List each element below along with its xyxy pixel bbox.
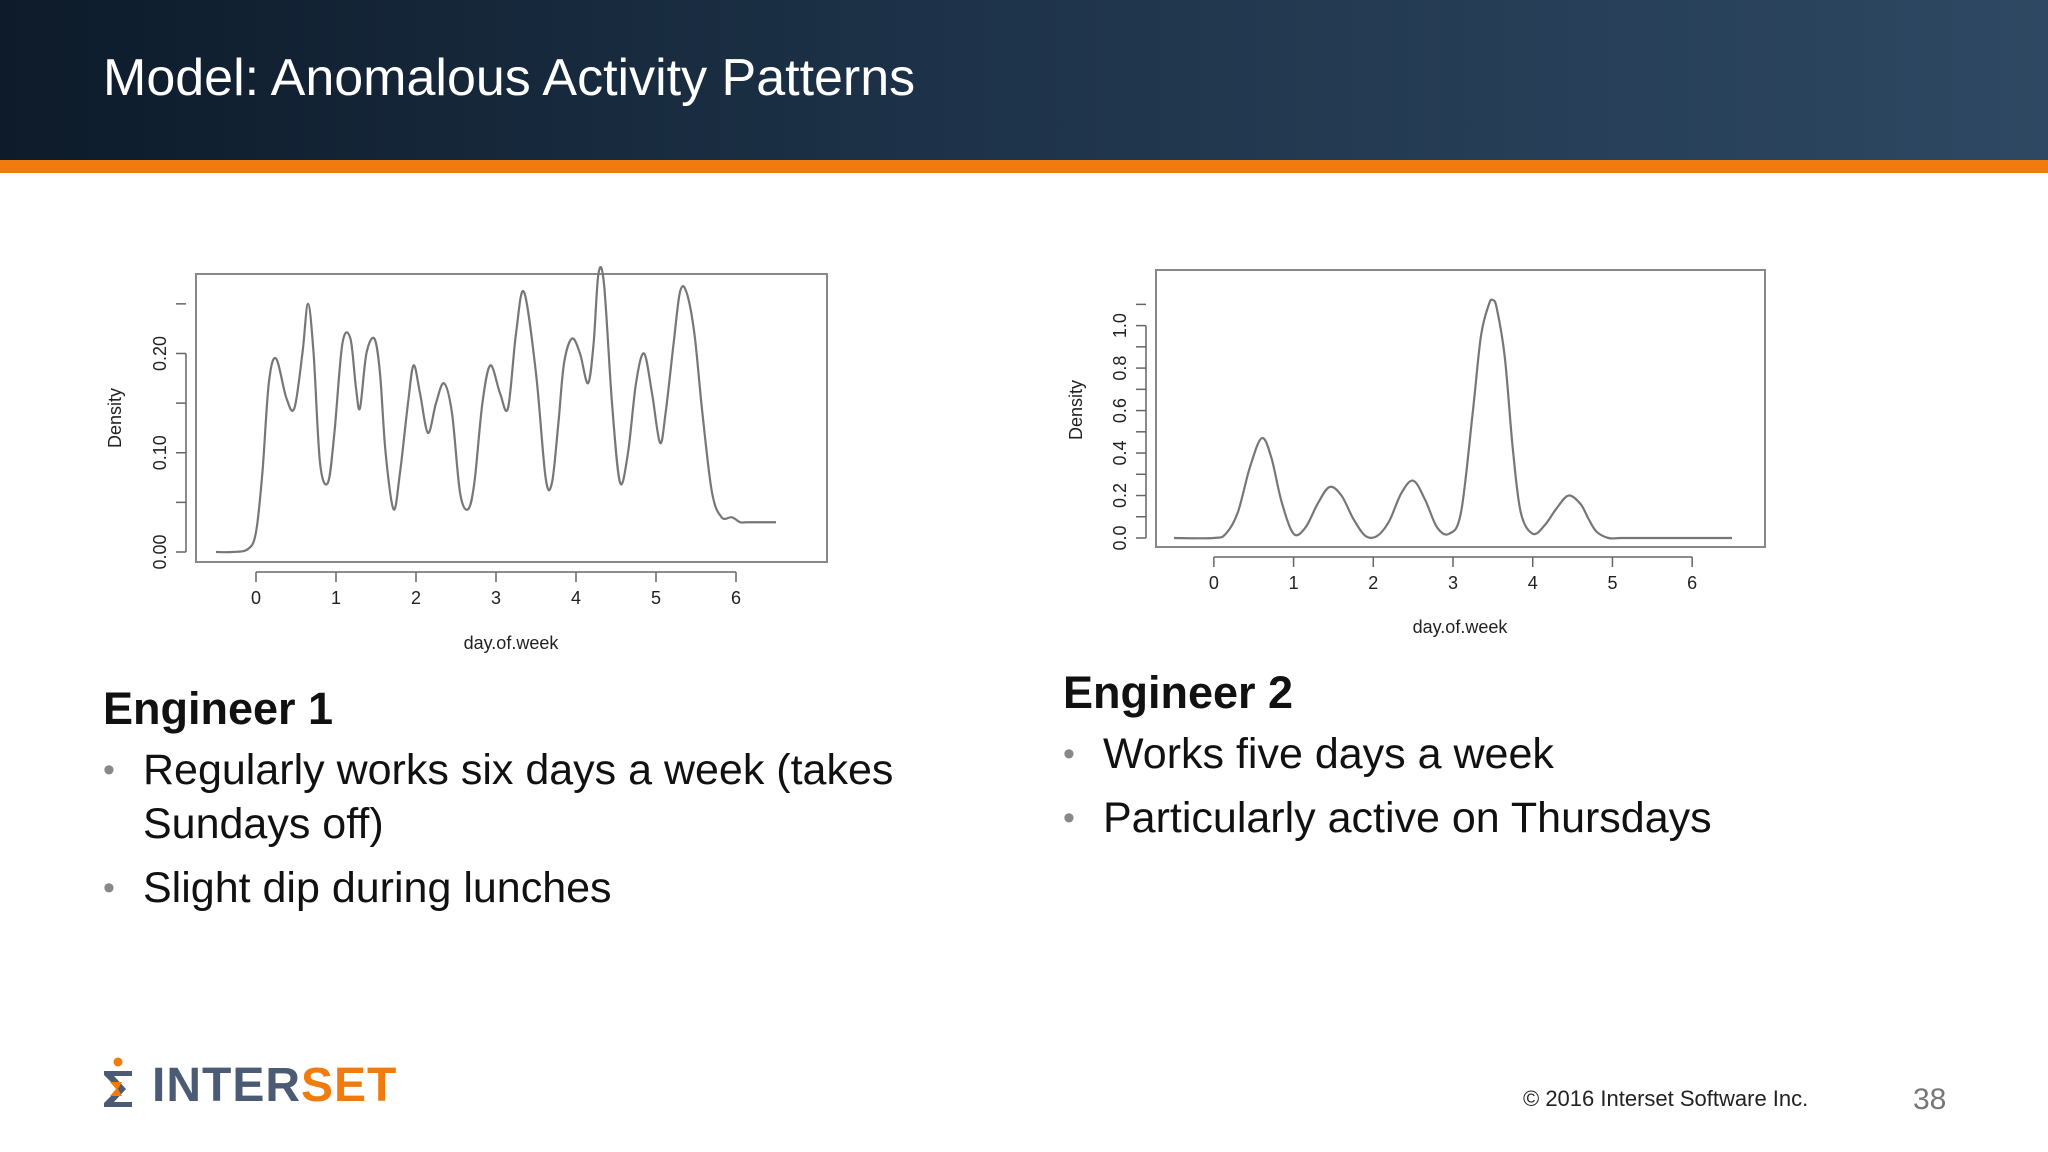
x-tick-label: 3 (491, 588, 501, 608)
y-tick-label: 0.8 (1110, 356, 1130, 381)
interset-logo: INTERSET (100, 1055, 397, 1115)
y-tick-label: 0.20 (150, 336, 170, 371)
density-line (215, 266, 776, 554)
engineer2-density-chart: 0 1 2 3 4 5 6 0.0 0.2 0.4 0.6 0.8 1.0 day.of.week D… (1066, 269, 1766, 637)
slide-title: Model: Anomalous Activity Patterns (103, 49, 916, 107)
x-tick-label: 3 (1448, 573, 1458, 593)
bullet-dot-icon: • (1063, 799, 1075, 837)
interset-logo-icon (104, 1057, 132, 1107)
y-axis: 0.00 0.10 0.20 (150, 303, 187, 570)
bullet-dot-icon: • (103, 751, 115, 789)
x-axis-label: day.of.week (464, 633, 560, 653)
engineer1-density-chart: 0 1 2 3 4 5 6 0.00 0.10 0.20 day.of.week Density (105, 266, 828, 653)
y-axis: 0.0 0.2 0.4 0.6 0.8 1.0 (1110, 303, 1147, 551)
plot-frame (1155, 269, 1766, 548)
y-tick-label: 0.6 (1110, 398, 1130, 423)
bullet-dot-icon: • (103, 869, 115, 907)
page-number: 38 (1913, 1083, 1947, 1116)
x-axis: 0 1 2 3 4 5 6 (251, 571, 741, 608)
density-line (1173, 298, 1733, 540)
x-axis: 0 1 2 3 4 5 6 (1209, 556, 1697, 593)
x-tick-label: 1 (331, 588, 341, 608)
x-tick-label: 4 (571, 588, 581, 608)
y-axis-label: Density (1066, 380, 1086, 440)
x-axis-label: day.of.week (1413, 617, 1509, 637)
x-tick-label: 6 (1687, 573, 1697, 593)
header-accent-bar (0, 160, 2048, 173)
engineer1-bullet: • Slight dip during lunches (103, 861, 1003, 915)
engineer2-notes: Engineer 2 • Works five days a week • Part… (1063, 667, 1963, 855)
x-tick-label: 4 (1528, 573, 1538, 593)
bullet-dot-icon: • (1063, 735, 1075, 773)
copyright-text: © 2016 Interset Software Inc. (1523, 1086, 1809, 1111)
engineer1-heading: Engineer 1 (103, 683, 334, 734)
y-tick-label: 0.00 (150, 534, 170, 569)
x-tick-label: 6 (731, 588, 741, 608)
y-tick-label: 0.2 (1110, 483, 1130, 508)
y-axis-label: Density (105, 388, 125, 448)
x-tick-label: 0 (251, 588, 261, 608)
plot-frame (195, 273, 828, 563)
slide-header: Model: Anomalous Activity Patterns (0, 0, 2048, 160)
y-tick-label: 0.10 (150, 435, 170, 470)
y-tick-label: 1.0 (1110, 313, 1130, 338)
y-tick-label: 0.0 (1110, 525, 1130, 550)
engineer1-bullet: • Regularly works six days a week (takes … (103, 743, 1003, 851)
interset-logo-text: INTERSET (152, 1058, 398, 1112)
x-tick-label: 5 (1607, 573, 1617, 593)
x-tick-label: 2 (411, 588, 421, 608)
x-tick-label: 2 (1368, 573, 1378, 593)
x-tick-label: 1 (1289, 573, 1299, 593)
engineer2-bullet: • Particularly active on Thursdays (1063, 791, 1963, 845)
engineer1-notes: Engineer 1 • Regularly works six days a w… (103, 683, 1003, 925)
engineer2-bullet: • Works five days a week (1063, 727, 1963, 781)
x-tick-label: 5 (651, 588, 661, 608)
engineer2-heading: Engineer 2 (1063, 667, 1294, 718)
x-tick-label: 0 (1209, 573, 1219, 593)
y-tick-label: 0.4 (1110, 441, 1130, 466)
